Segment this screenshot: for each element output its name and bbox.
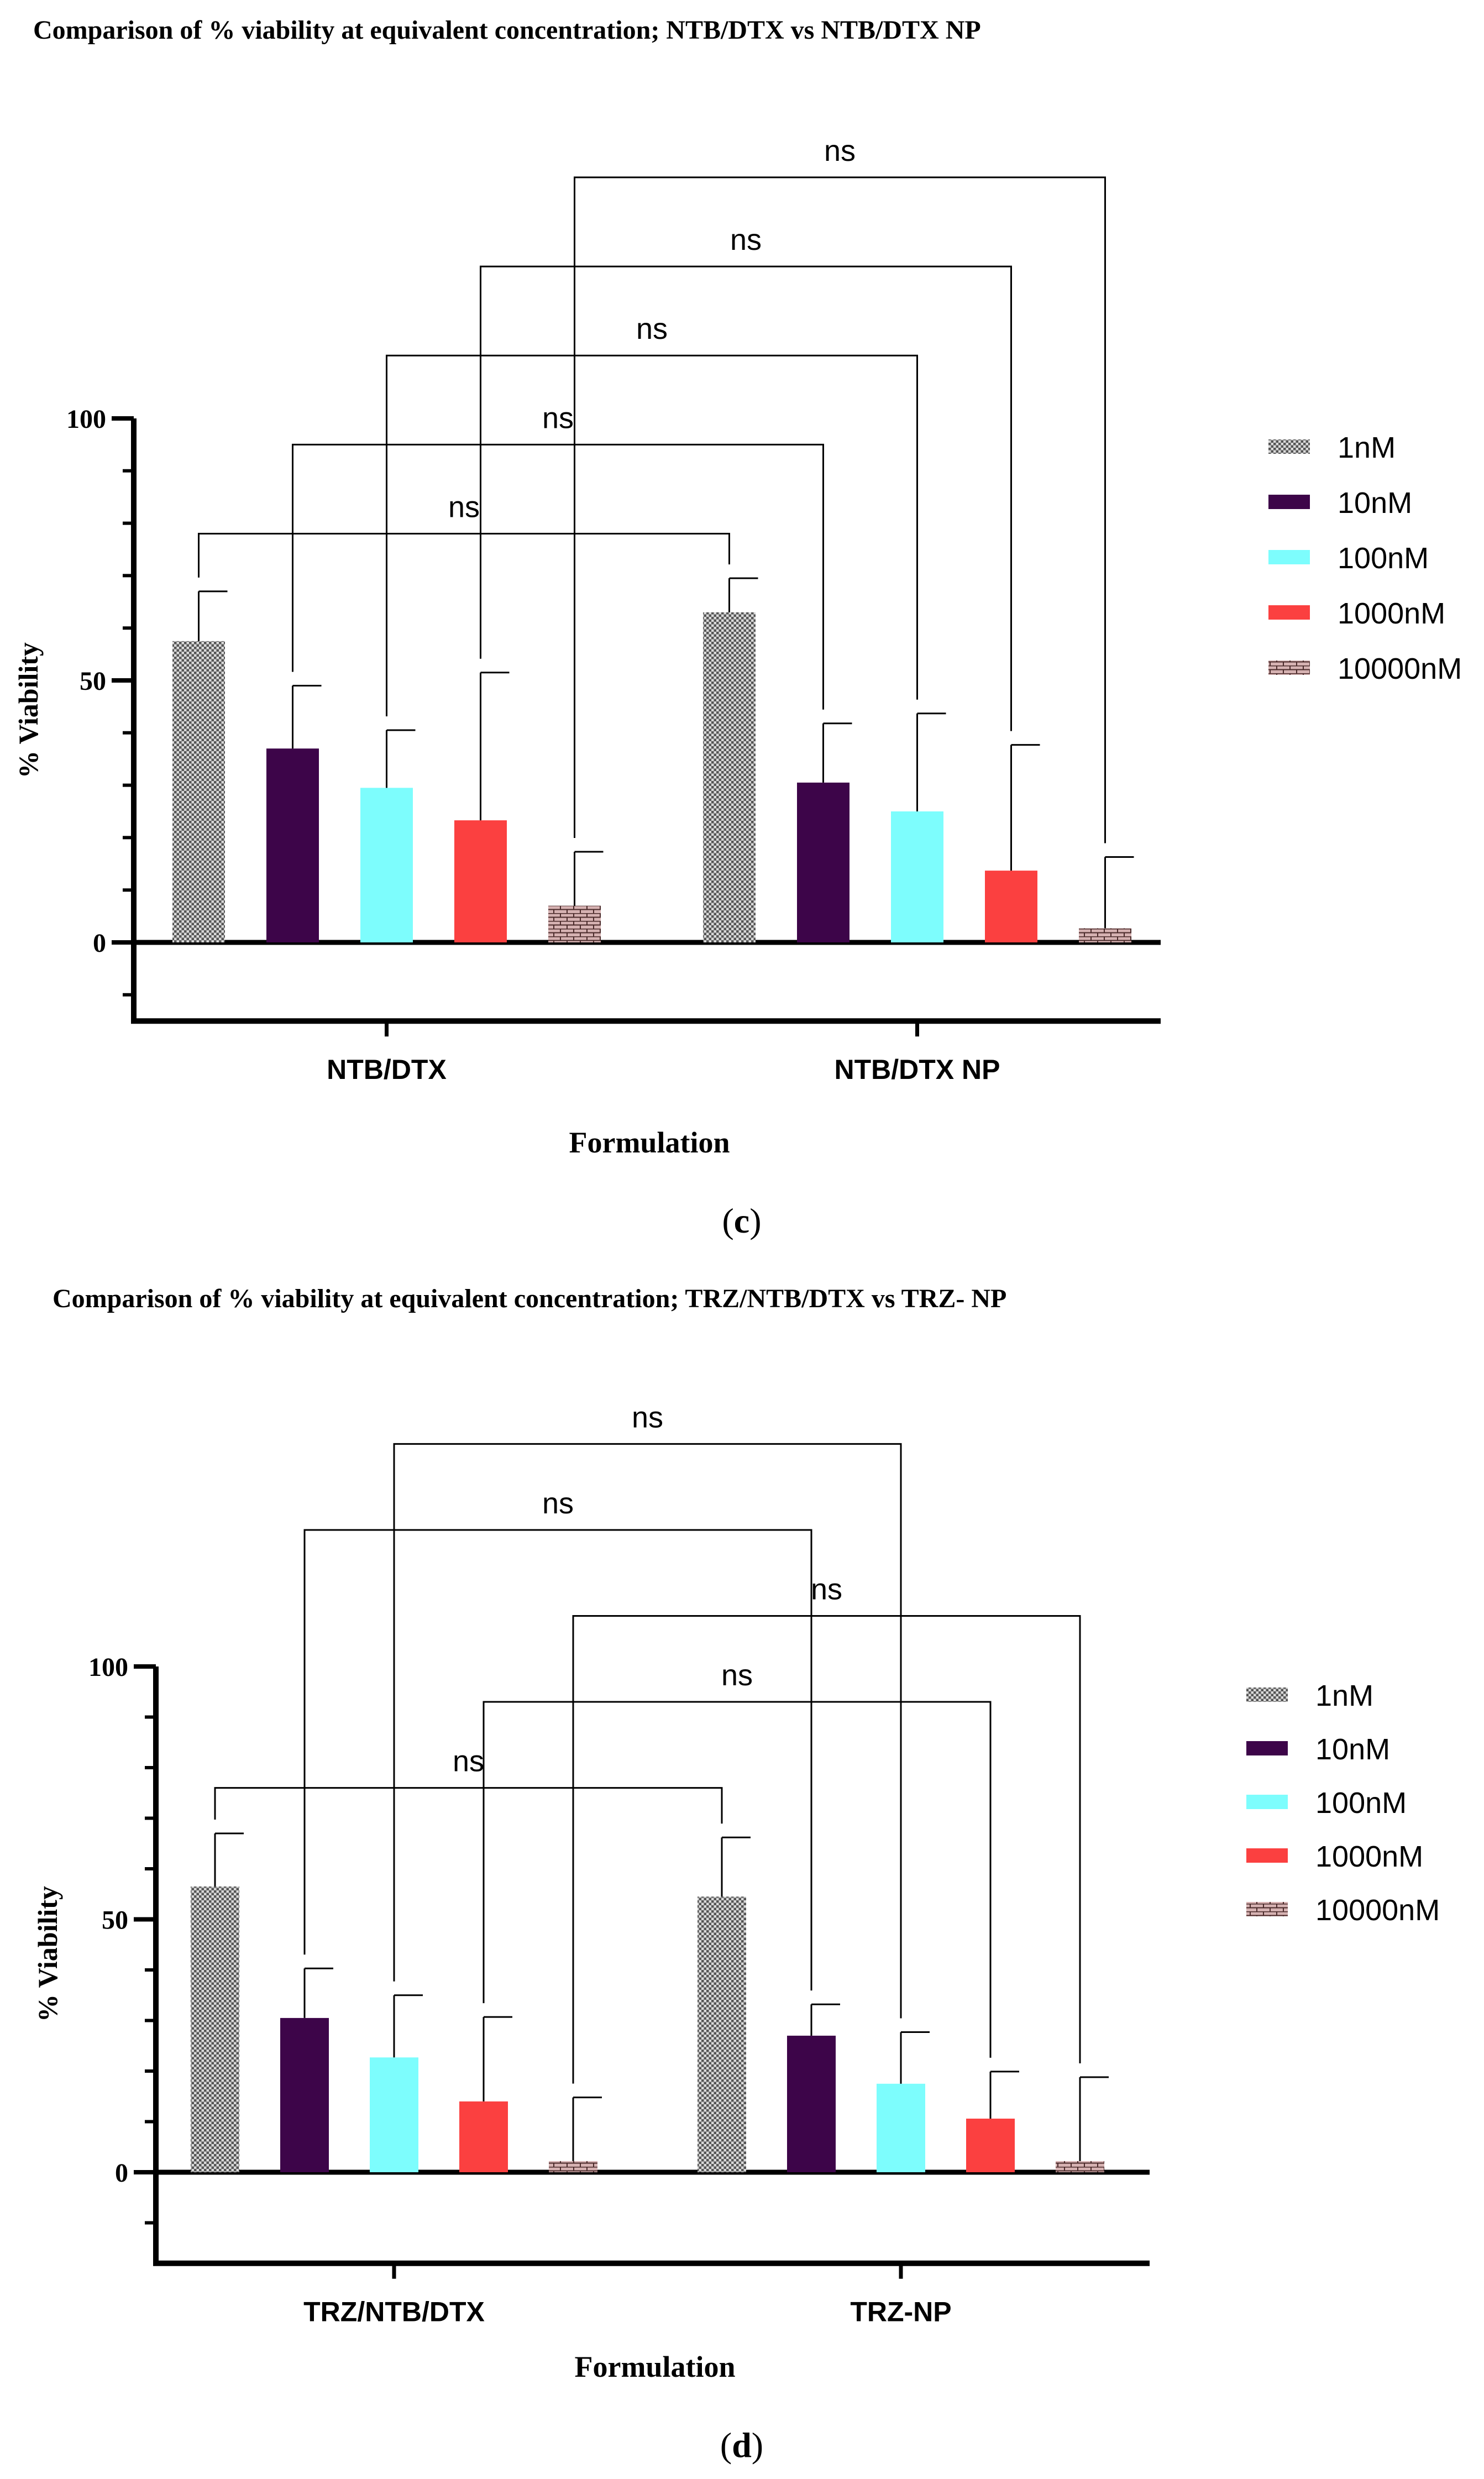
y-axis-label: % Viability: [13, 642, 44, 778]
y-tick-label: 50: [102, 1906, 128, 1935]
chart-title: Comparison of % viability at equivalent …: [33, 15, 981, 45]
legend-label: 10000nM: [1315, 1894, 1440, 1927]
significance-bracket: [572, 1615, 1081, 2084]
legend-swatch: [1246, 1741, 1288, 1755]
bar: [549, 2161, 597, 2172]
x-tick-label: NTB/DTX: [327, 1054, 447, 1085]
bar: [548, 905, 601, 942]
legend-swatch: [1246, 1902, 1288, 1916]
bar: [891, 811, 943, 942]
legend-swatch: [1246, 1848, 1288, 1863]
bar: [985, 871, 1037, 942]
legend-label: 10000nM: [1338, 652, 1462, 685]
panel-letter: d: [732, 2425, 752, 2465]
plot-area: 0 50 100 NTB/DTX NTB/DTX NP ns ns ns ns ns: [66, 134, 1161, 1085]
y-axis-label: % Viability: [32, 1886, 63, 2022]
significance-label: ns: [453, 1745, 484, 1778]
legend-label: 10nM: [1338, 486, 1412, 520]
significance-bracket: [214, 1787, 723, 1824]
significance-label: ns: [730, 223, 762, 256]
bar: [966, 2119, 1015, 2172]
y-tick-label: 100: [66, 405, 106, 434]
legend-swatch: [1268, 439, 1310, 454]
significance-bracket: [483, 1701, 992, 2058]
bar: [797, 782, 850, 942]
bar: [191, 1886, 239, 2172]
significance-bracket: [303, 1529, 812, 1991]
y-tick-label: 50: [80, 667, 106, 696]
bar: [172, 641, 225, 942]
chart-title: Comparison of % viability at equivalent …: [53, 1284, 1006, 1313]
bar: [360, 788, 413, 942]
legend-swatch: [1268, 605, 1310, 620]
legend-swatch: [1268, 550, 1310, 564]
bar: [266, 748, 319, 942]
significance-bracket: [393, 1443, 902, 2019]
x-axis-label: Formulation: [569, 1126, 730, 1159]
significance-bracket: [292, 443, 824, 710]
legend-label: 1000nM: [1315, 1840, 1423, 1873]
legend-label: 10nM: [1315, 1733, 1390, 1766]
bar: [454, 820, 507, 942]
bar: [698, 1896, 746, 2172]
chart-panel-c: Comparison of % viability at equivalent …: [13, 15, 1462, 1240]
significance-label: ns: [448, 491, 480, 524]
legend-label: 100nM: [1338, 542, 1429, 575]
plot-area: 0 50 100 TRZ/NTB/DTX TRZ-NP ns ns ns ns ns: [88, 1401, 1150, 2328]
legend-label: 1nM: [1315, 1679, 1373, 1712]
panel-letter: c: [734, 1201, 749, 1240]
legend-swatch: [1268, 661, 1310, 675]
chart-panel-d: Comparison of % viability at equivalent …: [32, 1284, 1440, 2465]
legend: 1nM 10nM 100nM 1000nM 10000nM: [1268, 431, 1462, 685]
significance-label: ns: [811, 1573, 842, 1606]
bar: [877, 2083, 925, 2172]
legend-swatch: [1246, 1795, 1288, 1809]
legend-label: 1nM: [1338, 431, 1396, 464]
x-tick-label: TRZ-NP: [850, 2297, 951, 2328]
legend: 1nM 10nM 100nM 1000nM 10000nM: [1246, 1679, 1440, 1927]
legend-swatch: [1268, 495, 1310, 509]
bar: [703, 612, 756, 942]
bar: [787, 2035, 836, 2172]
x-tick-label: TRZ/NTB/DTX: [303, 2297, 485, 2328]
panel-label: (c): [722, 1201, 761, 1240]
bar: [459, 2101, 508, 2172]
bar: [1079, 928, 1131, 942]
significance-bracket: [386, 354, 918, 717]
x-tick-label: NTB/DTX NP: [835, 1054, 1000, 1085]
y-tick-label: 100: [88, 1653, 128, 1682]
legend-label: 1000nM: [1338, 597, 1445, 630]
significance-label: ns: [721, 1659, 753, 1692]
significance-label: ns: [542, 1487, 574, 1520]
significance-label: ns: [542, 401, 574, 434]
significance-label: ns: [636, 312, 668, 345]
y-tick-label: 0: [93, 929, 106, 958]
y-tick-label: 0: [115, 2158, 128, 2188]
x-axis-label: Formulation: [575, 2350, 736, 2383]
bar: [280, 2017, 329, 2172]
significance-bracket: [574, 176, 1106, 843]
significance-label: ns: [632, 1401, 663, 1434]
panel-label: (d): [720, 2425, 763, 2465]
bar: [370, 2057, 418, 2172]
significance-bracket: [480, 265, 1012, 731]
legend-label: 100nM: [1315, 1786, 1407, 1820]
legend-swatch: [1246, 1687, 1288, 1702]
significance-label: ns: [824, 134, 856, 167]
significance-bracket: [198, 533, 730, 578]
bar: [1056, 2161, 1104, 2172]
